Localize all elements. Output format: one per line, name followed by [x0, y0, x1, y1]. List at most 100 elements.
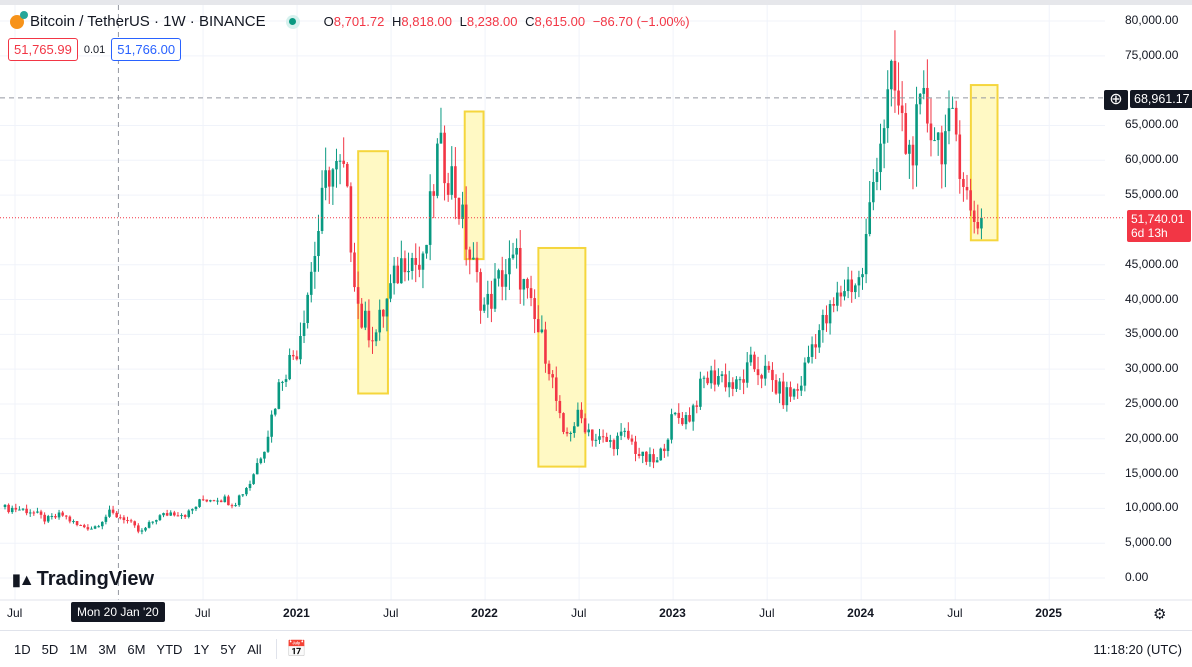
candle-body: [569, 432, 572, 434]
candle-body: [879, 143, 882, 173]
candle-body: [695, 405, 699, 407]
range-all[interactable]: All: [247, 641, 262, 657]
add-alert-plus-icon[interactable]: ⊕: [1104, 90, 1128, 110]
candle-body: [807, 356, 810, 363]
candle-body: [915, 104, 918, 166]
candle-body: [14, 507, 18, 510]
candle-body: [230, 505, 234, 507]
candle-body: [518, 247, 522, 290]
candle-body: [270, 414, 273, 437]
price-tick: 65,000.00: [1125, 117, 1179, 132]
candle-body: [576, 409, 580, 427]
candle-body: [630, 438, 634, 442]
symbol-title[interactable]: Bitcoin / TetherUS · 1W · BINANCE: [30, 13, 266, 30]
candle-body: [46, 516, 50, 522]
settings-icon[interactable]: ⚙: [1153, 606, 1167, 623]
candle-body: [580, 409, 583, 419]
candle-body: [122, 517, 126, 521]
candle-body: [951, 107, 954, 109]
buy-button[interactable]: 51,766.00: [111, 38, 182, 61]
candle-body: [756, 369, 760, 376]
candle-body: [371, 340, 374, 342]
goto-date-calendar-icon[interactable]: 📅: [275, 639, 307, 659]
candle-body: [428, 191, 432, 245]
candle-body: [389, 283, 392, 299]
range-1m[interactable]: 1M: [69, 641, 88, 657]
price-chart[interactable]: [0, 5, 1192, 630]
highlight-box: [357, 150, 389, 395]
range-5y[interactable]: 5Y: [220, 641, 237, 657]
candle-body: [558, 400, 562, 414]
candle-body: [385, 298, 389, 317]
candle-body: [468, 249, 472, 260]
time-tick: 2021: [283, 606, 310, 620]
candle-body: [493, 278, 497, 309]
candle-body: [781, 381, 785, 406]
candle-body: [216, 500, 219, 502]
candle-body: [443, 132, 446, 184]
time-tick: Jul: [947, 606, 963, 620]
candle-body: [36, 511, 39, 513]
price-tick: 5,000.00: [1125, 535, 1172, 550]
candle-body: [857, 277, 861, 286]
candle-body: [241, 494, 245, 496]
candle-body: [976, 222, 980, 229]
candle-body: [407, 270, 410, 273]
sell-button[interactable]: 51,765.99: [8, 38, 78, 61]
candle-body: [212, 500, 216, 502]
candle-body: [108, 509, 111, 517]
candle-body: [911, 144, 915, 166]
candle-body: [205, 499, 209, 502]
candle-body: [144, 527, 147, 531]
candle-body: [684, 415, 688, 425]
symbol-legend: Bitcoin / TetherUS · 1W · BINANCE O8,701…: [10, 10, 690, 30]
candle-body: [43, 514, 46, 522]
candle-body: [670, 414, 673, 440]
candle-body: [378, 309, 382, 333]
candle-body: [93, 526, 97, 529]
tradingview-logo[interactable]: ▮▲ TradingView: [12, 568, 155, 590]
candle-body: [313, 256, 317, 272]
price-tick: 60,000.00: [1125, 152, 1179, 167]
time-tick: Jul: [383, 606, 399, 620]
range-ytd[interactable]: YTD: [156, 641, 183, 657]
candle-body: [118, 517, 122, 519]
market-status-icon[interactable]: [285, 14, 300, 29]
range-1d[interactable]: 1D: [14, 641, 31, 657]
candle-body: [817, 330, 821, 348]
candle-body: [140, 530, 144, 532]
range-3m[interactable]: 3M: [98, 641, 117, 657]
candle-body: [738, 379, 742, 381]
candle-body: [713, 370, 717, 385]
candle-body: [21, 508, 25, 510]
candle-body: [918, 93, 922, 105]
candle-body: [810, 344, 814, 357]
candle-body: [396, 265, 400, 284]
candle-body: [223, 496, 227, 503]
candle-body: [828, 304, 832, 324]
clock[interactable]: 11:18:20 (UTC): [1093, 641, 1182, 657]
candle-body: [400, 258, 403, 284]
candle-body: [843, 291, 846, 297]
candle-body: [637, 453, 641, 456]
range-6m[interactable]: 6M: [127, 641, 146, 657]
range-5d[interactable]: 5D: [41, 641, 59, 657]
candle-body: [7, 504, 10, 513]
candle-body: [515, 247, 518, 255]
candle-body: [392, 265, 396, 284]
candle-body: [627, 430, 630, 439]
candle-body: [418, 264, 421, 270]
highlight-box: [463, 110, 485, 261]
candle-body: [72, 521, 75, 523]
candle-body: [691, 405, 695, 422]
candle-body: [717, 376, 720, 385]
crosshair-price-label: 68,961.17: [1130, 90, 1192, 108]
candle-body: [908, 144, 911, 154]
price-tick: 55,000.00: [1125, 187, 1179, 202]
candle-body: [609, 440, 612, 442]
candle-body: [227, 496, 230, 506]
range-1y[interactable]: 1Y: [193, 641, 210, 657]
price-tick: 80,000.00: [1125, 13, 1179, 27]
candle-body: [169, 512, 173, 516]
candle-body: [846, 279, 850, 292]
